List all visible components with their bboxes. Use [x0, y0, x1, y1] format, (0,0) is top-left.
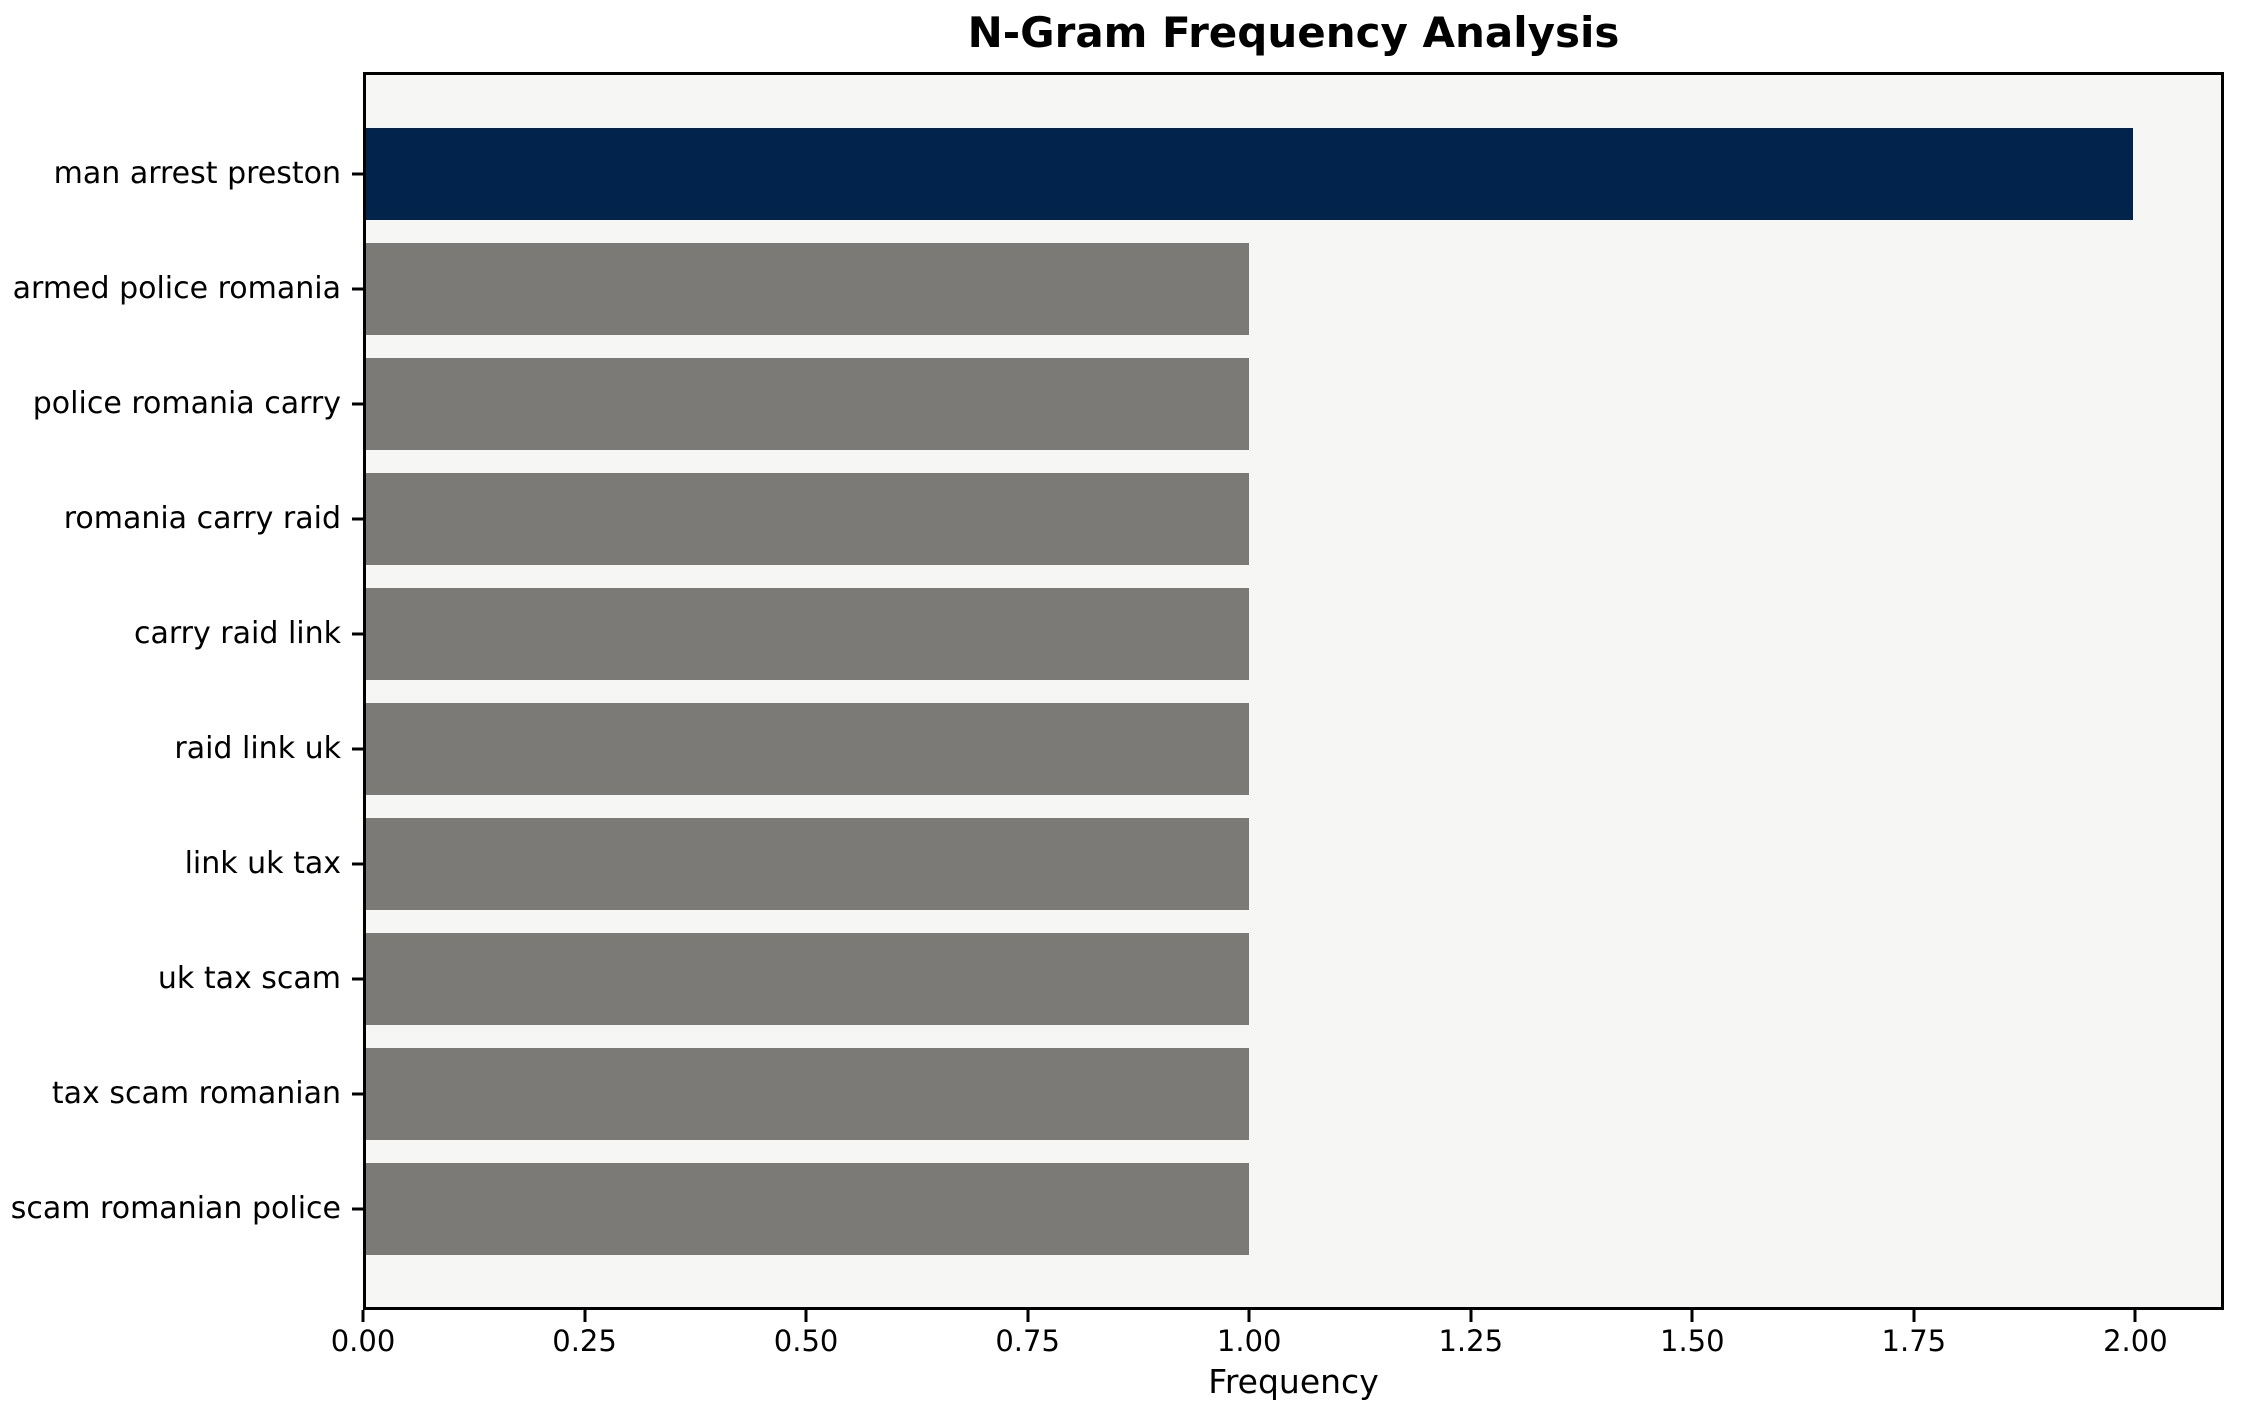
bar-row: police romania carry — [33, 346, 2221, 461]
y-tick-mark — [352, 517, 363, 520]
x-tick-label: 0.75 — [995, 1324, 1060, 1358]
y-tick-mark — [352, 1092, 363, 1095]
x-tick-mark — [2133, 1310, 2137, 1322]
bar-row: raid link uk — [174, 691, 2221, 806]
bar-row: man arrest preston — [54, 116, 2221, 231]
y-tick-label: carry raid link — [134, 615, 341, 651]
bar-row: tax scam romanian — [52, 1036, 2221, 1151]
x-axis-label: Frequency — [1208, 1362, 1379, 1401]
bar-romania-carry-raid — [366, 472, 1250, 565]
x-tick-label: 1.25 — [1438, 1324, 1504, 1358]
y-tick-mark — [352, 747, 363, 750]
x-tick-mark — [361, 1310, 365, 1322]
bars-container: man arrest preston armed police romania po… — [11, 75, 2221, 1307]
bar-row: link uk tax — [185, 806, 2221, 921]
y-tick-label: uk tax scam — [157, 960, 341, 996]
y-tick-mark — [352, 1207, 363, 1210]
x-axis-ticks: 0.00 0.25 0.50 0.75 1.00 1.25 1.50 1.75 2.00 — [331, 1310, 2224, 1374]
x-tick-mark — [1690, 1310, 1694, 1322]
x-tick-mark — [1026, 1310, 1030, 1322]
y-tick-label: scam romanian police — [10, 1190, 341, 1226]
bar-link-uk-tax — [366, 817, 1250, 910]
x-tick-mark — [1469, 1310, 1473, 1322]
x-tick-label: 0.25 — [552, 1324, 617, 1358]
chart-title: N-Gram Frequency Analysis — [967, 8, 1620, 57]
y-tick-mark — [352, 977, 363, 980]
bar-armed-police-romania — [366, 242, 1250, 335]
y-tick-label: link uk tax — [184, 845, 341, 881]
y-tick-mark — [352, 287, 363, 290]
x-tick-label: 0.00 — [330, 1324, 396, 1358]
y-tick-label: raid link uk — [174, 730, 341, 766]
bar-row: romania carry raid — [64, 461, 2221, 576]
y-tick-label: tax scam romanian — [51, 1075, 341, 1111]
x-tick-label: 2.00 — [2103, 1324, 2168, 1358]
y-tick-label: armed police romania — [12, 270, 341, 306]
x-tick-mark — [1912, 1310, 1916, 1322]
x-tick-mark — [804, 1310, 808, 1322]
bar-row: armed police romania — [13, 231, 2221, 346]
y-tick-label: man arrest preston — [53, 155, 341, 191]
bar-tax-scam-romanian — [366, 1047, 1250, 1140]
bar-police-romania-carry — [366, 357, 1250, 450]
x-tick-label: 1.50 — [1659, 1324, 1725, 1358]
bar-uk-tax-scam — [366, 932, 1250, 1025]
bar-man-arrest-preston — [366, 127, 2133, 220]
plot-area: man arrest preston armed police romania po… — [11, 72, 2224, 1310]
x-tick-label: 1.00 — [1216, 1324, 1282, 1358]
y-tick-label: police romania carry — [32, 385, 341, 421]
bar-row: scam romanian police — [11, 1151, 2221, 1266]
bar-row: carry raid link — [134, 576, 2221, 691]
x-tick-label: 0.50 — [773, 1324, 839, 1358]
y-tick-label: romania carry raid — [63, 500, 341, 536]
bar-scam-romanian-police — [366, 1162, 1250, 1255]
x-tick-mark — [583, 1310, 587, 1322]
bar-carry-raid-link — [366, 587, 1250, 680]
x-tick-label: 1.75 — [1881, 1324, 1947, 1358]
y-tick-mark — [352, 172, 363, 175]
y-tick-mark — [352, 632, 363, 635]
bar-row: uk tax scam — [158, 921, 2221, 1036]
y-tick-mark — [352, 862, 363, 865]
x-tick-mark — [1247, 1310, 1251, 1322]
bar-raid-link-uk — [366, 702, 1250, 795]
y-tick-mark — [352, 402, 363, 405]
